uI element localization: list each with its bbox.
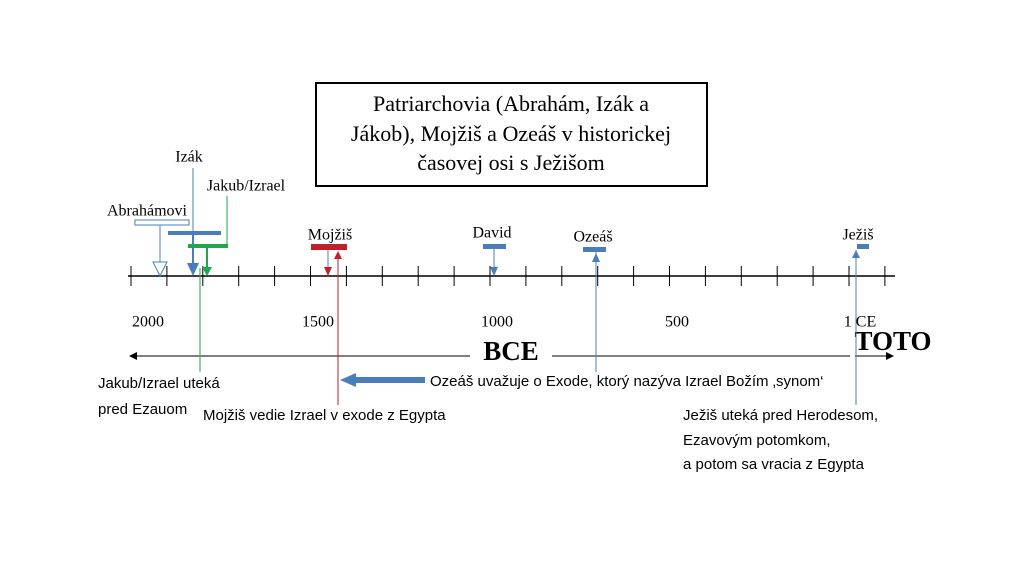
event-label: Ozeáš [573, 229, 612, 246]
tick-label: 1000 [481, 314, 513, 331]
event-bar [134, 219, 190, 226]
event-bar [483, 244, 506, 249]
arrow-head [187, 263, 199, 276]
event-bar [168, 231, 221, 235]
event-bar [188, 244, 228, 248]
arrow-head [852, 250, 860, 258]
note-text: Ezavovým potomkom, [683, 432, 831, 449]
arrow-head [334, 251, 342, 259]
note-text: Ježiš uteká pred Herodesom, [683, 407, 878, 424]
event-label: Jakub/Izrael [207, 178, 286, 195]
event-label: Ježiš [842, 227, 873, 244]
tick-label: 1 CE [844, 314, 876, 331]
event-bar [311, 244, 347, 250]
note-text: a potom sa vracia z Egypta [683, 456, 865, 473]
note-text: Ozeáš uvažuje o Exode, ktorý nazýva Izra… [430, 373, 824, 390]
event-label: Izák [175, 149, 203, 166]
era-label: BCE [483, 336, 539, 366]
event-marks [134, 168, 869, 405]
title-line: časovej osi s Ježišom [417, 150, 605, 175]
title-box [315, 82, 708, 187]
tick-label: 1500 [302, 314, 334, 331]
tick-label: 500 [665, 314, 689, 331]
event-label: Abrahámovi [107, 203, 188, 220]
tick-label: 2000 [132, 314, 164, 331]
title-line: Patriarchovia (Abrahám, Izák a [373, 91, 649, 116]
arrow-head [152, 261, 168, 278]
note-text: Mojžiš vedie Izrael v exode z Egypta [203, 407, 446, 424]
arrow-head [324, 267, 332, 276]
event-label: Mojžiš [308, 227, 352, 244]
event-label: David [472, 225, 511, 242]
event-bar [583, 247, 606, 252]
note-arrow [340, 373, 425, 387]
arrow-head [592, 253, 600, 262]
arrow-head [490, 267, 498, 276]
event-bar [857, 244, 869, 249]
note-text: Jakub/Izrael uteká [98, 375, 220, 392]
note-text: pred Ezauom [98, 401, 187, 418]
era-label: TOTO [854, 326, 931, 356]
title-line: Jákob), Mojžiš a Ozeáš v historickej [351, 121, 671, 146]
arrow-head [202, 267, 212, 276]
